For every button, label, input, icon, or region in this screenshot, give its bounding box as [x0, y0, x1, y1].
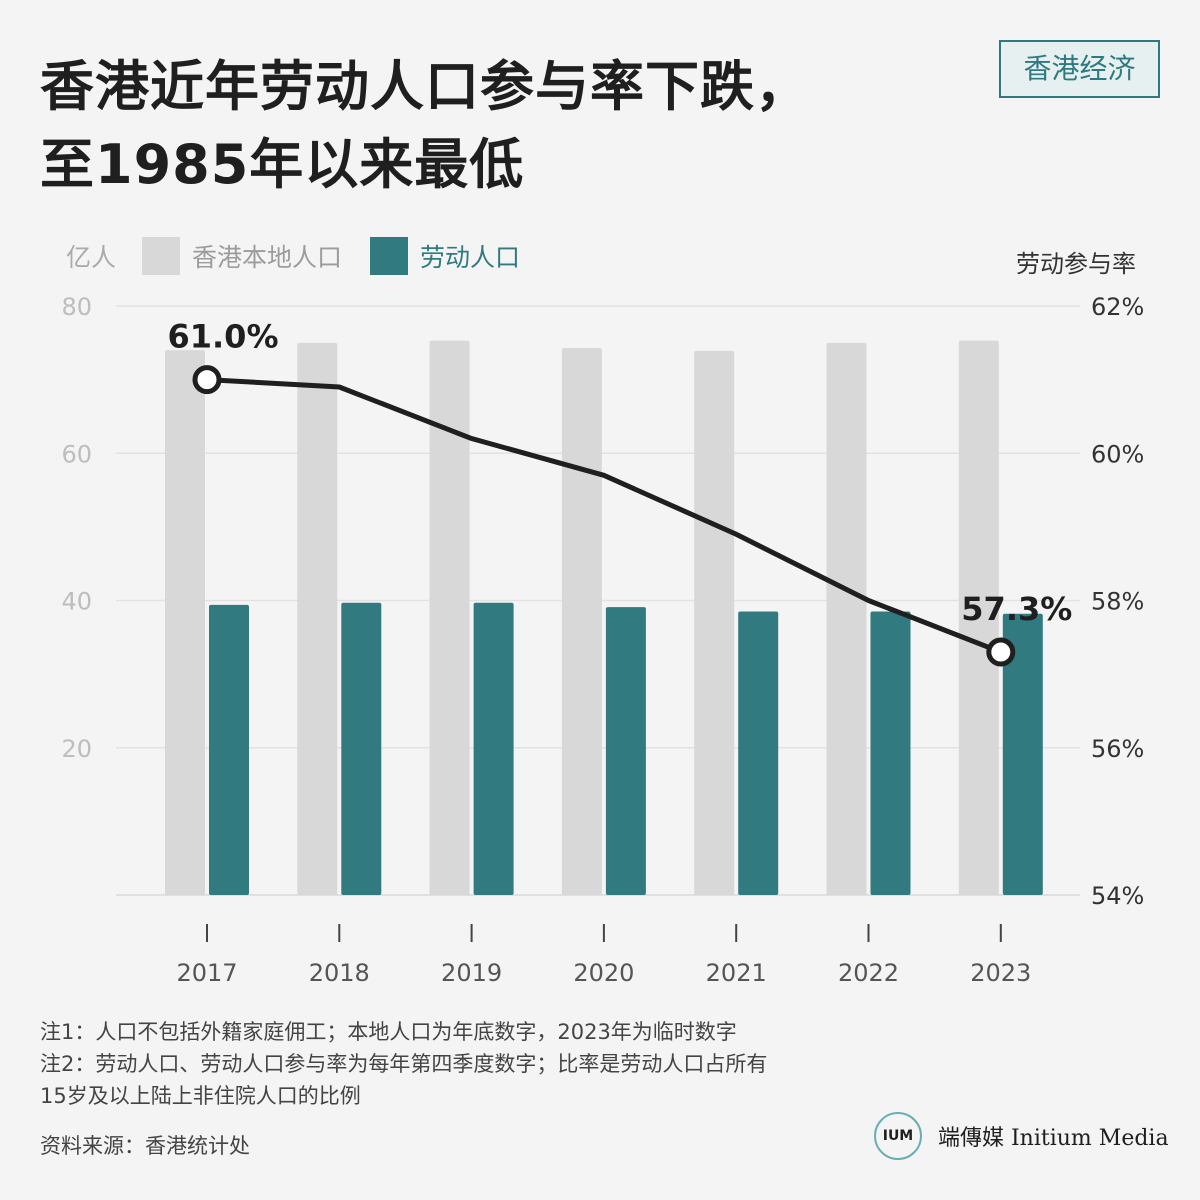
x-tick-label: 2023: [970, 959, 1031, 987]
x-tick-label: 2020: [573, 959, 634, 987]
x-tick-label: 2021: [706, 959, 767, 987]
title-line-2: 至1985年以来最低: [40, 133, 525, 196]
right-axis-title: 劳动参与率: [1016, 250, 1136, 278]
legend-label-labor: 劳动人口: [420, 243, 521, 272]
bar-labor-force: [605, 607, 646, 895]
right-tick-label: 56%: [1091, 735, 1144, 763]
legend: 亿人 香港本地人口 劳动人口: [66, 234, 520, 278]
brand[interactable]: IUM 端傳媒 Initium Media: [874, 1112, 1169, 1160]
bar-local-population: [826, 342, 867, 895]
legend-swatch-local: [142, 237, 181, 275]
left-axis-unit: 亿人: [66, 243, 117, 272]
title-line-1: 香港近年劳动人口参与率下跌，: [40, 55, 810, 118]
bar-labor-force: [209, 604, 249, 895]
legend-swatch-labor: [370, 237, 409, 275]
source-text: 资料来源：香港统计处: [40, 1134, 250, 1158]
participation-rate-line: [204, 377, 1004, 655]
bar-local-population: [297, 342, 338, 895]
initium-logo-icon: IUM: [874, 1112, 922, 1160]
bar-labor-force: [738, 611, 779, 895]
bar-labor-force: [1002, 613, 1043, 895]
bar-labor-force: [341, 602, 382, 895]
bar-local-population: [694, 350, 735, 895]
chart-title: 香港近年劳动人口参与率下跌， 至1985年以来最低: [40, 48, 810, 204]
rate-data-label: 61.0%: [167, 318, 278, 356]
right-tick-label: 62%: [1091, 293, 1144, 321]
x-tick-label: 2018: [309, 959, 370, 987]
note-2: 注2：劳动人口、劳动人口参与率为每年第四季度数字；比率是劳动人口占所有: [40, 1052, 768, 1076]
left-tick-label: 40: [61, 588, 92, 616]
bar-local-population: [429, 340, 470, 895]
x-tick-label: 2017: [176, 959, 237, 987]
left-tick-label: 60: [61, 440, 92, 468]
bar-labor-force: [870, 611, 911, 895]
right-tick-label: 60%: [1091, 440, 1144, 468]
note-1: 注1：人口不包括外籍家庭佣工；本地人口为年底数字，2023年为临时数字: [40, 1020, 737, 1044]
left-tick-label: 20: [61, 735, 92, 763]
category-tag[interactable]: 香港经济: [999, 40, 1160, 98]
bar-local-population: [165, 350, 205, 895]
bar-local-population: [958, 340, 999, 895]
right-tick-label: 58%: [1091, 588, 1144, 616]
rate-data-label: 57.3%: [961, 590, 1072, 628]
brand-name: 端傳媒 Initium Media: [938, 1126, 1169, 1151]
x-tick-label: 2019: [441, 959, 502, 987]
x-tick-label: 2022: [838, 959, 899, 987]
note-3: 15岁及以上陆上非住院人口的比例: [40, 1084, 361, 1108]
legend-label-local: 香港本地人口: [192, 243, 343, 272]
left-tick-label: 80: [61, 293, 92, 321]
right-tick-label: 54%: [1091, 882, 1144, 910]
rate-marker: [986, 637, 1016, 667]
rate-marker: [192, 365, 222, 395]
bar-labor-force: [473, 602, 514, 895]
bar-local-population: [561, 347, 602, 895]
notes: 注1：人口不包括外籍家庭佣工；本地人口为年底数字，2023年为临时数字 注2：劳…: [40, 1016, 767, 1112]
